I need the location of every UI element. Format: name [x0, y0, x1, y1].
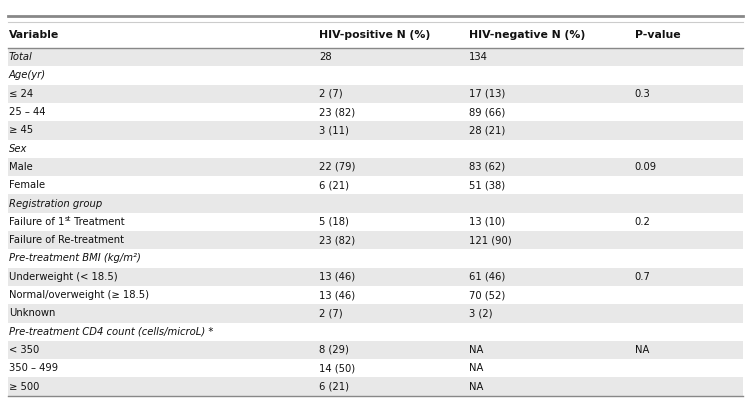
Text: 51 (38): 51 (38) — [469, 180, 505, 190]
Text: 0.3: 0.3 — [635, 89, 650, 99]
Bar — [8, 213, 743, 231]
Bar — [8, 341, 743, 359]
Text: 61 (46): 61 (46) — [469, 272, 505, 282]
Text: 13 (10): 13 (10) — [469, 217, 505, 227]
Text: NA: NA — [469, 381, 484, 391]
Text: Failure of Re-treatment: Failure of Re-treatment — [9, 235, 124, 245]
Text: 89 (66): 89 (66) — [469, 107, 505, 117]
Text: Underweight (< 18.5): Underweight (< 18.5) — [9, 272, 118, 282]
Text: P-value: P-value — [635, 30, 680, 40]
Bar — [8, 139, 743, 158]
Text: Registration group: Registration group — [9, 198, 102, 208]
Bar — [8, 48, 743, 66]
Text: Pre-treatment BMI (kg/m²): Pre-treatment BMI (kg/m²) — [9, 253, 141, 263]
Text: 23 (82): 23 (82) — [319, 107, 355, 117]
Text: 0.09: 0.09 — [635, 162, 656, 172]
Bar — [8, 121, 743, 139]
Text: 2 (7): 2 (7) — [319, 89, 342, 99]
Text: 17 (13): 17 (13) — [469, 89, 505, 99]
Text: 23 (82): 23 (82) — [319, 235, 355, 245]
Text: 28: 28 — [319, 52, 332, 62]
Text: 8 (29): 8 (29) — [319, 345, 349, 355]
Bar — [8, 194, 743, 213]
Bar — [8, 66, 743, 84]
Text: Unknown: Unknown — [9, 308, 56, 318]
Bar — [8, 176, 743, 194]
Text: 3 (11): 3 (11) — [319, 125, 349, 135]
Text: NA: NA — [469, 363, 484, 373]
Text: 25 – 44: 25 – 44 — [9, 107, 46, 117]
Text: Pre-treatment CD4 count (cells/microL) *: Pre-treatment CD4 count (cells/microL) * — [9, 327, 213, 337]
Text: 13 (46): 13 (46) — [319, 272, 355, 282]
Text: 14 (50): 14 (50) — [319, 363, 355, 373]
Text: Age(yr): Age(yr) — [9, 70, 46, 80]
Text: Treatment: Treatment — [71, 217, 125, 227]
Text: ≥ 500: ≥ 500 — [9, 381, 39, 391]
Bar — [8, 22, 743, 48]
Bar — [8, 322, 743, 341]
Text: Female: Female — [9, 180, 45, 190]
Text: 13 (46): 13 (46) — [319, 290, 355, 300]
Text: NA: NA — [635, 345, 649, 355]
Bar — [8, 103, 743, 121]
Text: HIV-positive N (%): HIV-positive N (%) — [319, 30, 430, 40]
Text: 70 (52): 70 (52) — [469, 290, 505, 300]
Text: 2 (7): 2 (7) — [319, 308, 342, 318]
Text: NA: NA — [469, 345, 484, 355]
Text: 22 (79): 22 (79) — [319, 162, 355, 172]
Bar — [8, 267, 743, 286]
Text: 0.7: 0.7 — [635, 272, 650, 282]
Text: 121 (90): 121 (90) — [469, 235, 512, 245]
Text: ≥ 45: ≥ 45 — [9, 125, 33, 135]
Text: Total: Total — [9, 52, 33, 62]
Bar — [8, 286, 743, 304]
Text: ≤ 24: ≤ 24 — [9, 89, 33, 99]
Text: 6 (21): 6 (21) — [319, 180, 349, 190]
Text: 350 – 499: 350 – 499 — [9, 363, 58, 373]
Text: 134: 134 — [469, 52, 488, 62]
Bar — [8, 231, 743, 249]
Bar — [8, 304, 743, 322]
Text: 3 (2): 3 (2) — [469, 308, 493, 318]
Text: st: st — [65, 216, 71, 221]
Text: Sex: Sex — [9, 144, 27, 154]
Text: Failure of 1: Failure of 1 — [9, 217, 65, 227]
Bar — [8, 377, 743, 396]
Bar — [8, 249, 743, 267]
Text: 83 (62): 83 (62) — [469, 162, 505, 172]
Text: HIV-negative N (%): HIV-negative N (%) — [469, 30, 586, 40]
Text: 0.2: 0.2 — [635, 217, 650, 227]
Text: 5 (18): 5 (18) — [319, 217, 349, 227]
Text: Male: Male — [9, 162, 33, 172]
Bar — [8, 158, 743, 176]
Text: Normal/overweight (≥ 18.5): Normal/overweight (≥ 18.5) — [9, 290, 149, 300]
Text: < 350: < 350 — [9, 345, 39, 355]
Text: 28 (21): 28 (21) — [469, 125, 505, 135]
Text: Variable: Variable — [9, 30, 59, 40]
Bar — [8, 359, 743, 377]
Text: 6 (21): 6 (21) — [319, 381, 349, 391]
Bar — [8, 84, 743, 103]
